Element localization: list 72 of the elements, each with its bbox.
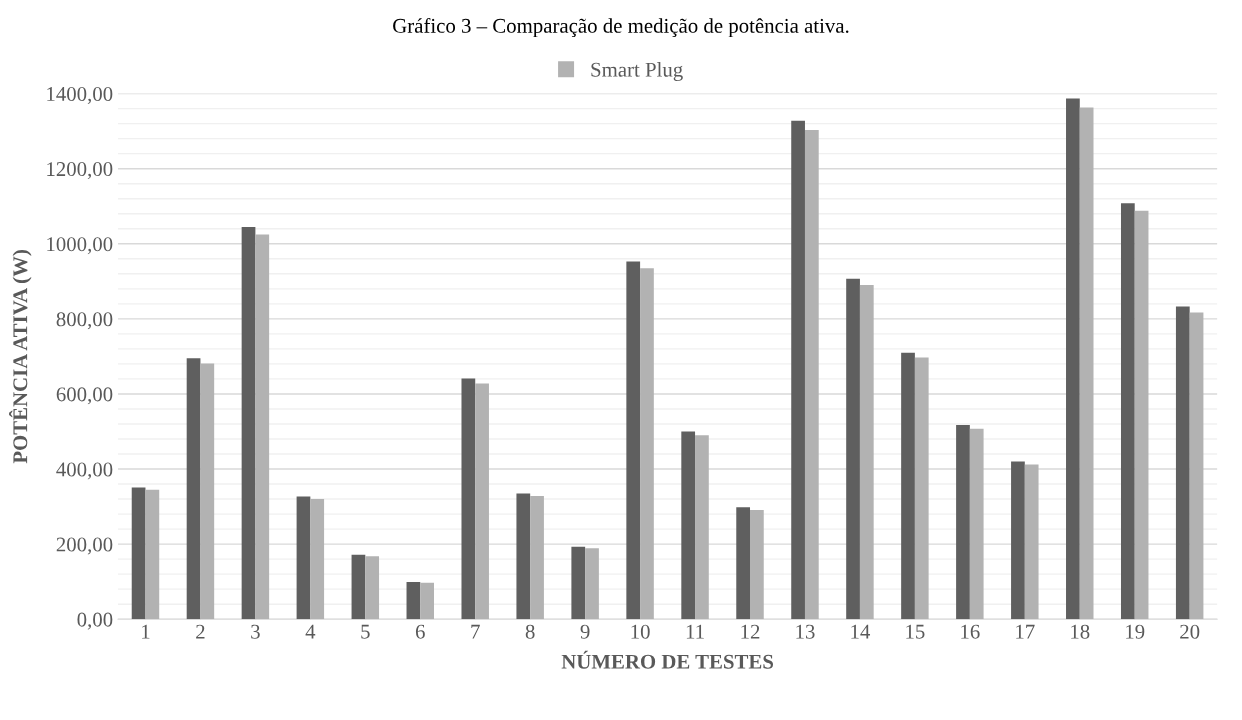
x-tick-label: 12	[741, 624, 760, 639]
y-tick-label: 600,00	[56, 387, 113, 405]
bar	[516, 493, 531, 620]
bar	[255, 234, 270, 620]
x-tick-label: 10	[631, 624, 650, 639]
bar	[241, 226, 256, 620]
y-tick-label: 1400,00	[47, 86, 113, 105]
y-tick-label: 400,00	[56, 462, 113, 480]
bar	[461, 378, 476, 620]
bar	[131, 487, 146, 620]
bar	[640, 268, 654, 620]
x-tick-label: 2	[196, 624, 205, 639]
bar	[571, 546, 586, 620]
bar	[365, 556, 380, 620]
x-tick-label: 16	[961, 624, 980, 639]
bar	[351, 554, 366, 620]
bar	[1011, 461, 1025, 620]
y-tick-label: 800,00	[56, 312, 113, 330]
bar	[585, 548, 599, 620]
x-tick-label: 4	[305, 624, 316, 639]
x-tick-label: 18	[1071, 624, 1090, 639]
x-tick-label: 1	[142, 624, 150, 639]
bar	[475, 383, 489, 620]
y-tick-label: 1200,00	[47, 162, 113, 180]
bar	[695, 435, 709, 620]
bar	[296, 496, 311, 620]
bar	[736, 507, 751, 620]
bar	[804, 130, 819, 620]
bar	[626, 261, 641, 620]
x-tick-label: 7	[471, 624, 480, 639]
bar	[310, 499, 325, 620]
x-tick-label: 6	[415, 624, 425, 639]
bar	[901, 352, 915, 620]
legend-label: Smart Plug	[591, 62, 683, 82]
bar	[969, 428, 984, 620]
bar	[846, 278, 860, 620]
x-tick-label: 20	[1180, 624, 1200, 639]
chart-title: Gráfico 3 – Comparação de medição de potência ativa.	[393, 18, 849, 38]
bar	[681, 431, 696, 620]
x-axis-title: NÚMERO DE TESTES	[561, 650, 774, 669]
bar	[1120, 203, 1135, 620]
bar	[1134, 210, 1149, 620]
bar	[1175, 306, 1190, 620]
x-tick-label: 14	[851, 624, 871, 639]
x-tick-label: 19	[1126, 624, 1145, 639]
bar	[956, 425, 970, 620]
y-axis-title: POTÊNCIA ATIVA (W)	[9, 250, 32, 464]
bar	[406, 582, 421, 620]
x-tick-label: 5	[361, 624, 370, 639]
bar	[200, 363, 215, 620]
x-tick-label: 8	[525, 624, 535, 639]
bar	[420, 582, 434, 620]
y-tick-label: 1000,00	[47, 237, 113, 255]
x-tick-label: 3	[251, 624, 260, 639]
bar	[1066, 98, 1080, 620]
bar	[1189, 312, 1204, 620]
bar	[530, 496, 544, 620]
x-tick-label: 17	[1016, 624, 1035, 639]
bar	[1079, 107, 1094, 620]
x-tick-label: 15	[906, 624, 925, 639]
bar	[859, 285, 874, 620]
y-tick-label: 200,00	[56, 537, 113, 555]
bar	[145, 489, 160, 620]
bar	[914, 357, 929, 620]
x-tick-label: 13	[796, 624, 815, 639]
x-tick-label: 11	[686, 624, 704, 639]
bar	[1024, 464, 1039, 620]
y-tick-label: 0,00	[77, 612, 113, 630]
x-tick-label: 9	[580, 624, 590, 639]
bar	[750, 509, 764, 620]
bar	[791, 120, 805, 620]
bar	[186, 358, 201, 620]
